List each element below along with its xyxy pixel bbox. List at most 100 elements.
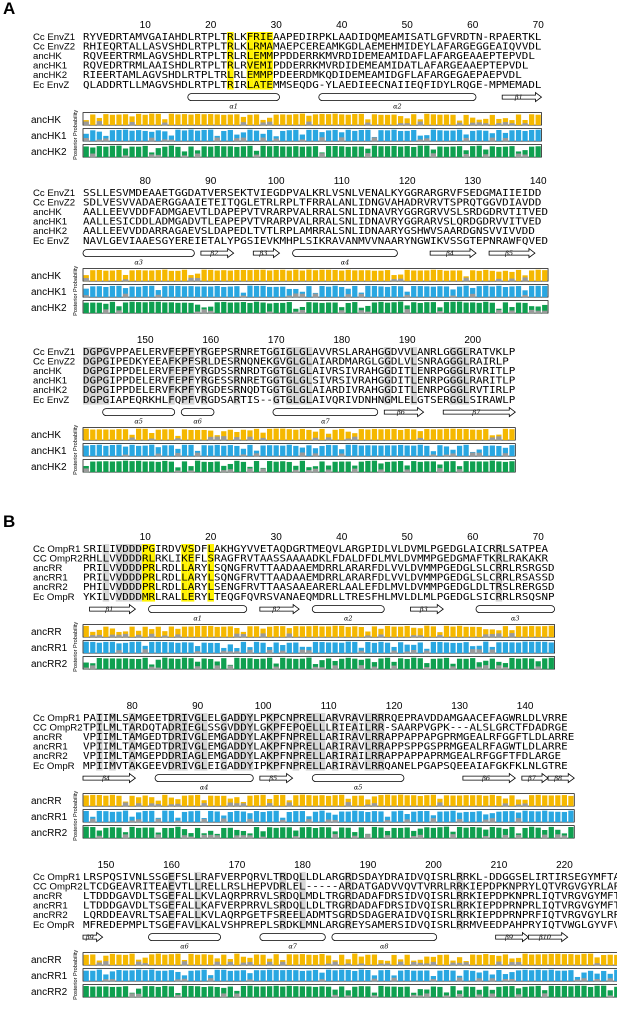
pp-bar xyxy=(555,829,561,839)
pp-bar xyxy=(483,641,489,654)
helix-element xyxy=(292,249,398,258)
pp-bar xyxy=(352,832,358,839)
pp-bar xyxy=(267,428,273,441)
pp-bar-alt xyxy=(221,818,227,823)
conserved-column-shade xyxy=(371,713,378,771)
pp-bar xyxy=(443,642,450,654)
pp-bar xyxy=(515,970,522,982)
pp-bar xyxy=(188,286,194,298)
pp-bar-alt xyxy=(208,978,214,982)
pp-bar xyxy=(424,113,430,126)
pp-bar xyxy=(365,129,371,142)
pp-bar xyxy=(267,827,273,839)
pp-bar xyxy=(522,150,528,158)
pp-bar-alt xyxy=(194,651,201,654)
pp-bar-alt xyxy=(391,665,397,670)
pp-bar-alt xyxy=(293,836,299,839)
pp-bar xyxy=(463,134,469,142)
pp-bar xyxy=(542,810,548,823)
pp-bar xyxy=(286,628,292,638)
pp-bar xyxy=(253,641,260,654)
pp-row-name: ancRR2 xyxy=(31,987,68,998)
sequence-name: ancRR2 xyxy=(33,751,68,762)
pp-bar-alt xyxy=(515,834,522,839)
pp-bar xyxy=(253,301,260,314)
pp-bar xyxy=(450,289,456,298)
helix-label: α6 xyxy=(180,943,189,951)
pp-bar xyxy=(319,445,325,457)
pp-bar xyxy=(253,150,260,158)
pp-bar xyxy=(136,969,142,982)
pp-bar xyxy=(489,445,495,457)
pp-bar-alt xyxy=(594,963,600,966)
sequence-residues: LTCDGEAVRITEAEVTLLRELLRSLHEPVDRLEL-----A… xyxy=(83,881,617,892)
pp-axis-label: Posterior Probability xyxy=(73,266,79,316)
pp-bar xyxy=(234,627,240,638)
pp-bar xyxy=(411,302,417,314)
pp-bar xyxy=(483,660,489,670)
pp-bar xyxy=(240,811,247,823)
pp-bar xyxy=(529,285,535,298)
pp-bar-alt xyxy=(515,818,522,823)
pp-bar xyxy=(437,658,443,670)
pp-bar xyxy=(411,429,417,441)
pp-bar xyxy=(116,811,122,823)
pp-bar xyxy=(299,794,305,807)
pp-bar xyxy=(273,642,279,654)
pp-bar-alt xyxy=(384,963,391,966)
position-tick: 40 xyxy=(336,20,348,31)
pp-bar xyxy=(358,827,364,839)
helix-element xyxy=(331,933,438,941)
pp-bar xyxy=(509,130,515,142)
sequence-name: CC OmpR2 xyxy=(33,881,83,892)
pp-bar-alt xyxy=(267,961,273,966)
strand-label: β10 xyxy=(538,934,551,942)
pp-bar-alt xyxy=(483,665,489,670)
pp-bar-alt xyxy=(424,667,430,670)
pp-bar xyxy=(332,129,338,142)
pp-bar-alt xyxy=(502,834,509,839)
pp-bar xyxy=(470,970,476,982)
pp-bar xyxy=(142,445,148,457)
pp-bar xyxy=(103,795,109,807)
pp-bar xyxy=(293,830,299,839)
pp-bar xyxy=(83,133,89,142)
sequence-residues: DGPGIPEDKYEEAFKPFSRLDESRNQNEKGVGLGLAIARD… xyxy=(83,356,509,367)
pp-bar-alt xyxy=(312,453,319,457)
pp-bar xyxy=(365,811,371,823)
pp-bar-alt xyxy=(267,649,273,654)
sequence-name: ancRR xyxy=(33,563,62,574)
pp-bar xyxy=(208,430,214,441)
pp-bar xyxy=(253,970,260,982)
pp-bar xyxy=(345,114,351,126)
pp-bar xyxy=(345,302,351,314)
pp-bar xyxy=(181,829,188,839)
pp-bar xyxy=(227,129,233,142)
pp-bar-alt xyxy=(339,137,345,142)
pp-bar-alt xyxy=(456,962,463,966)
pp-bar xyxy=(103,986,109,998)
pp-bar xyxy=(96,810,102,823)
pp-bar xyxy=(194,646,201,654)
pp-bar-alt xyxy=(175,438,181,441)
pp-bar xyxy=(522,969,528,982)
pp-bar-alt xyxy=(286,802,292,807)
pp-bar xyxy=(496,285,502,298)
pp-bar-alt xyxy=(103,961,109,966)
sequence-name: ancHK1 xyxy=(33,61,67,72)
pp-bar xyxy=(221,658,227,670)
pp-bar xyxy=(247,114,253,126)
pp-bar xyxy=(142,145,148,158)
pp-bar xyxy=(208,810,214,823)
pp-bar xyxy=(581,972,587,982)
pp-bar xyxy=(529,658,535,670)
pp-bar-alt xyxy=(378,634,384,638)
pp-bar-alt xyxy=(319,153,325,158)
pp-bar xyxy=(502,132,509,142)
pp-bar xyxy=(417,970,423,982)
pp-bar xyxy=(116,795,122,807)
pp-bar xyxy=(168,113,174,126)
strand-label: β6 xyxy=(396,409,405,417)
pp-bar xyxy=(384,270,391,282)
pp-bar-alt xyxy=(339,453,345,457)
